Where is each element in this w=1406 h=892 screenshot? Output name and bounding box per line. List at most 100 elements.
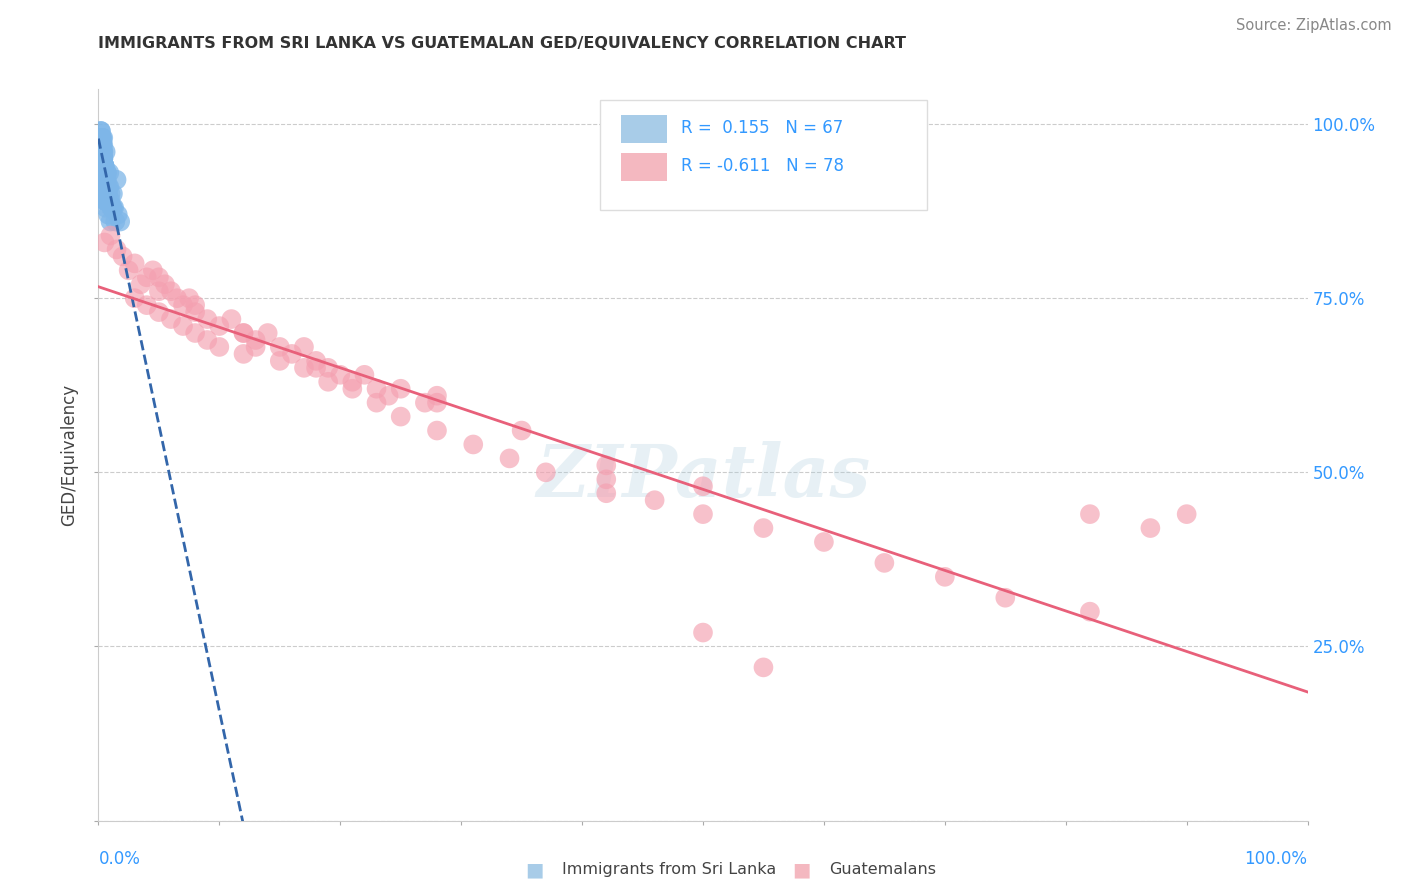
Point — [101, 201, 124, 215]
Point — [103, 201, 125, 215]
Point — [100, 201, 122, 215]
Point — [208, 319, 231, 334]
Point — [1175, 507, 1198, 521]
Point — [94, 179, 117, 194]
Point — [232, 347, 254, 361]
Point — [342, 382, 364, 396]
Point — [873, 556, 896, 570]
Point — [96, 186, 118, 201]
Point — [91, 131, 114, 145]
Point — [498, 451, 520, 466]
Point — [100, 228, 122, 243]
Point — [292, 360, 315, 375]
Point — [426, 395, 449, 409]
Point — [184, 298, 207, 312]
Text: Guatemalans: Guatemalans — [830, 863, 936, 877]
Text: Immigrants from Sri Lanka: Immigrants from Sri Lanka — [562, 863, 776, 877]
Text: R = -0.611   N = 78: R = -0.611 N = 78 — [682, 157, 844, 175]
Point — [124, 291, 146, 305]
Point — [353, 368, 375, 382]
Point — [692, 479, 714, 493]
Point — [90, 124, 112, 138]
Point — [426, 424, 449, 438]
Point — [184, 305, 207, 319]
Point — [692, 625, 714, 640]
FancyBboxPatch shape — [600, 100, 927, 210]
Point — [91, 137, 114, 152]
Point — [91, 145, 114, 159]
Point — [90, 131, 112, 145]
Point — [91, 131, 114, 145]
Y-axis label: GED/Equivalency: GED/Equivalency — [60, 384, 79, 526]
Point — [595, 458, 617, 473]
Point — [91, 145, 114, 159]
Point — [692, 507, 714, 521]
Point — [534, 466, 557, 480]
Point — [90, 131, 112, 145]
Text: Source: ZipAtlas.com: Source: ZipAtlas.com — [1236, 18, 1392, 33]
Point — [91, 137, 114, 152]
Point — [93, 166, 115, 180]
Point — [107, 208, 129, 222]
Bar — [621, 153, 666, 180]
Point — [91, 137, 114, 152]
Point — [269, 340, 291, 354]
Point — [91, 152, 114, 166]
Point — [91, 137, 114, 152]
Text: R =  0.155   N = 67: R = 0.155 N = 67 — [682, 119, 844, 137]
Point — [305, 354, 328, 368]
Point — [91, 131, 114, 145]
Point — [377, 389, 399, 403]
Point — [94, 194, 117, 208]
Point — [93, 159, 115, 173]
Text: ■: ■ — [524, 860, 544, 880]
Point — [93, 166, 115, 180]
Point — [316, 360, 339, 375]
Point — [316, 375, 339, 389]
Point — [389, 382, 412, 396]
Point — [148, 305, 170, 319]
Point — [142, 263, 165, 277]
Point — [96, 194, 118, 208]
Point — [94, 173, 117, 187]
Point — [389, 409, 412, 424]
Point — [94, 179, 117, 194]
Point — [100, 194, 122, 208]
Point — [994, 591, 1017, 605]
Point — [426, 389, 449, 403]
Point — [93, 173, 115, 187]
Point — [195, 333, 218, 347]
Point — [100, 186, 122, 201]
Point — [98, 179, 121, 194]
Point — [160, 312, 183, 326]
Point — [752, 521, 775, 535]
Point — [281, 347, 304, 361]
Point — [91, 152, 114, 166]
Point — [91, 152, 114, 166]
Text: ZIPatlas: ZIPatlas — [536, 442, 870, 512]
Point — [135, 270, 157, 285]
Point — [91, 152, 114, 166]
Point — [342, 375, 364, 389]
Point — [256, 326, 278, 340]
Point — [269, 354, 291, 368]
Point — [93, 166, 115, 180]
Point — [111, 249, 134, 263]
Point — [172, 319, 194, 334]
Point — [98, 166, 121, 180]
Point — [96, 186, 118, 201]
Point — [105, 243, 128, 257]
Point — [232, 326, 254, 340]
Point — [172, 298, 194, 312]
Point — [245, 333, 267, 347]
Point — [148, 284, 170, 298]
Point — [135, 298, 157, 312]
Point — [366, 395, 388, 409]
Point — [595, 472, 617, 486]
Text: 0.0%: 0.0% — [98, 850, 141, 868]
Point — [752, 660, 775, 674]
Bar — [621, 115, 666, 143]
Point — [1078, 605, 1101, 619]
Point — [305, 360, 328, 375]
Point — [1078, 507, 1101, 521]
